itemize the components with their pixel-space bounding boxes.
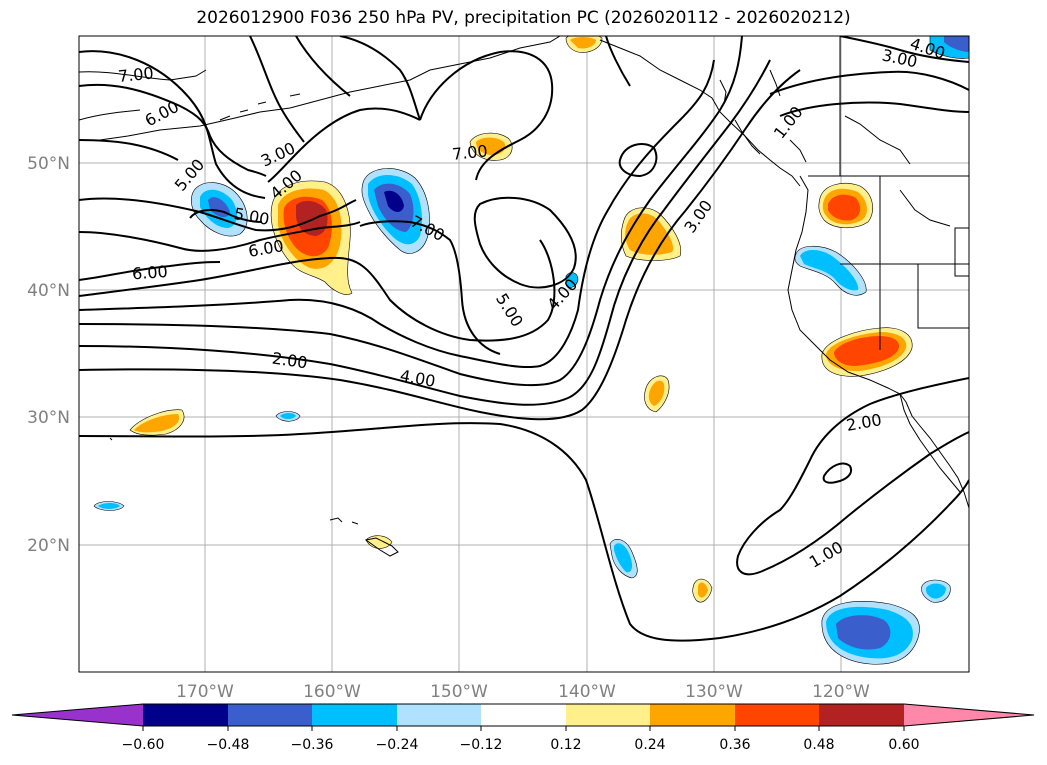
- lon-tick-label: 120°W: [812, 682, 870, 702]
- colorbar: −0.60 −0.48 −0.36 −0.24 −0.12 0.12 0.24 …: [11, 703, 1035, 753]
- coastlines: [79, 36, 969, 557]
- lon-tick-labels: 170°W 160°W 150°W 140°W 130°W 120°W: [176, 682, 870, 702]
- colorbar-tick-label: −0.24: [376, 737, 419, 753]
- pv-contour: [79, 422, 969, 642]
- colorbar-tick-label: 0.12: [550, 737, 581, 753]
- colorbar-tick-label: −0.60: [122, 737, 165, 753]
- colorbar-segment: [481, 704, 566, 726]
- pv-contour: [618, 143, 658, 178]
- map-panel: 7.00 6.00 5.00 3.00 4.00 5.00 6.00 6.00 …: [79, 36, 969, 672]
- pv-contour: [473, 196, 577, 289]
- pv-contour: [79, 50, 266, 199]
- pv-contour: [79, 239, 556, 342]
- pv-contour: [249, 36, 305, 143]
- precip-negative-core: [836, 615, 891, 650]
- precip-negative-core: [926, 583, 946, 599]
- pv-contour: [839, 36, 969, 63]
- precip-negative-core: [384, 190, 404, 212]
- precip-positive-core: [698, 582, 708, 598]
- chart-title: 2026012900 F036 250 hPa PV, precipitatio…: [196, 8, 851, 28]
- lon-tick-label: 140°W: [558, 682, 616, 702]
- us-west-coast: [787, 175, 969, 509]
- pv-contour: [359, 220, 501, 355]
- colorbar-tick-label: 0.60: [888, 737, 919, 753]
- lon-tick-label: 130°W: [685, 682, 743, 702]
- contour-label: 6.00: [131, 262, 168, 283]
- pv-contour: [339, 36, 421, 121]
- precip-positive-core: [570, 37, 596, 49]
- precip-positive-core: [648, 380, 665, 406]
- precip-negative-core: [614, 543, 633, 573]
- colorbar-segment: [143, 704, 228, 726]
- colorbar-extension-low: [12, 704, 143, 726]
- pv-contour: [79, 59, 771, 406]
- pv-contour: [769, 70, 969, 95]
- pv-contour: [267, 107, 421, 183]
- colorbar-tick-label: −0.12: [460, 737, 503, 753]
- lat-tick-label: 30°N: [27, 408, 70, 428]
- pv-contour: [79, 197, 357, 232]
- pv-contour: [822, 462, 852, 484]
- precip-negative-core: [800, 250, 859, 291]
- contour-label: 2.00: [271, 349, 309, 373]
- baja-coast: [899, 393, 961, 493]
- alaska-islands: [219, 39, 801, 187]
- colorbar-segment: [735, 704, 819, 726]
- lon-tick-label: 150°W: [430, 682, 488, 702]
- lat-tick-labels: 50°N 40°N 30°N 20°N: [27, 154, 70, 556]
- lat-tick-label: 20°N: [27, 536, 70, 556]
- pv-contours: [79, 36, 969, 642]
- colorbar-segment: [566, 704, 650, 726]
- pv-contour: [79, 36, 743, 387]
- lat-tick-label: 40°N: [27, 281, 70, 301]
- hawaii-islands: [329, 517, 399, 557]
- pv-contour: [295, 36, 351, 97]
- precip-negative-core: [944, 36, 969, 52]
- precip-positive-core: [828, 194, 861, 221]
- colorbar-segment: [312, 704, 397, 726]
- precip-shading: [93, 36, 969, 665]
- interior-lines: [844, 115, 951, 227]
- colorbar-tick-label: −0.36: [291, 737, 334, 753]
- small-island: [109, 437, 113, 441]
- colorbar-tick-label: 0.36: [719, 737, 750, 753]
- colorbar-segment: [397, 704, 481, 726]
- bc-coast: [719, 69, 807, 163]
- pv-contour: [779, 101, 969, 117]
- colorbar-tick-label: 0.48: [803, 737, 834, 753]
- lon-tick-label: 160°W: [303, 682, 361, 702]
- contour-label: 7.00: [117, 63, 154, 86]
- pv-contour: [79, 221, 361, 252]
- contour-label: 7.00: [451, 141, 488, 164]
- colorbar-tick-label: −0.48: [207, 737, 250, 753]
- colorbar-tick-label: 0.24: [634, 737, 665, 753]
- precip-positive-core: [134, 414, 180, 433]
- lon-tick-label: 170°W: [176, 682, 234, 702]
- border-states: [839, 36, 969, 350]
- pv-contour: [736, 377, 969, 576]
- contour-labels: 7.00 6.00 5.00 3.00 4.00 5.00 6.00 6.00 …: [117, 36, 947, 572]
- precip-positive-core: [834, 336, 900, 366]
- pv-contour: [79, 59, 715, 369]
- pv-contour: [79, 83, 267, 177]
- colorbar-extension-high: [904, 704, 1034, 726]
- pv-contour: [79, 261, 221, 281]
- colorbar-segment: [228, 704, 312, 726]
- pv-contour: [419, 50, 554, 181]
- precip-negative-core: [98, 503, 120, 509]
- precip-positive-core: [476, 137, 506, 156]
- pv-contour: [189, 209, 263, 223]
- lat-tick-label: 50°N: [27, 154, 70, 174]
- colorbar-segment: [650, 704, 735, 726]
- pv-contour: [605, 36, 631, 87]
- map-frame: [78, 35, 970, 673]
- precip-negative-core: [280, 413, 296, 419]
- pv-contour: [79, 139, 179, 161]
- colorbar-segment: [819, 704, 904, 726]
- pv-contour: [79, 69, 801, 421]
